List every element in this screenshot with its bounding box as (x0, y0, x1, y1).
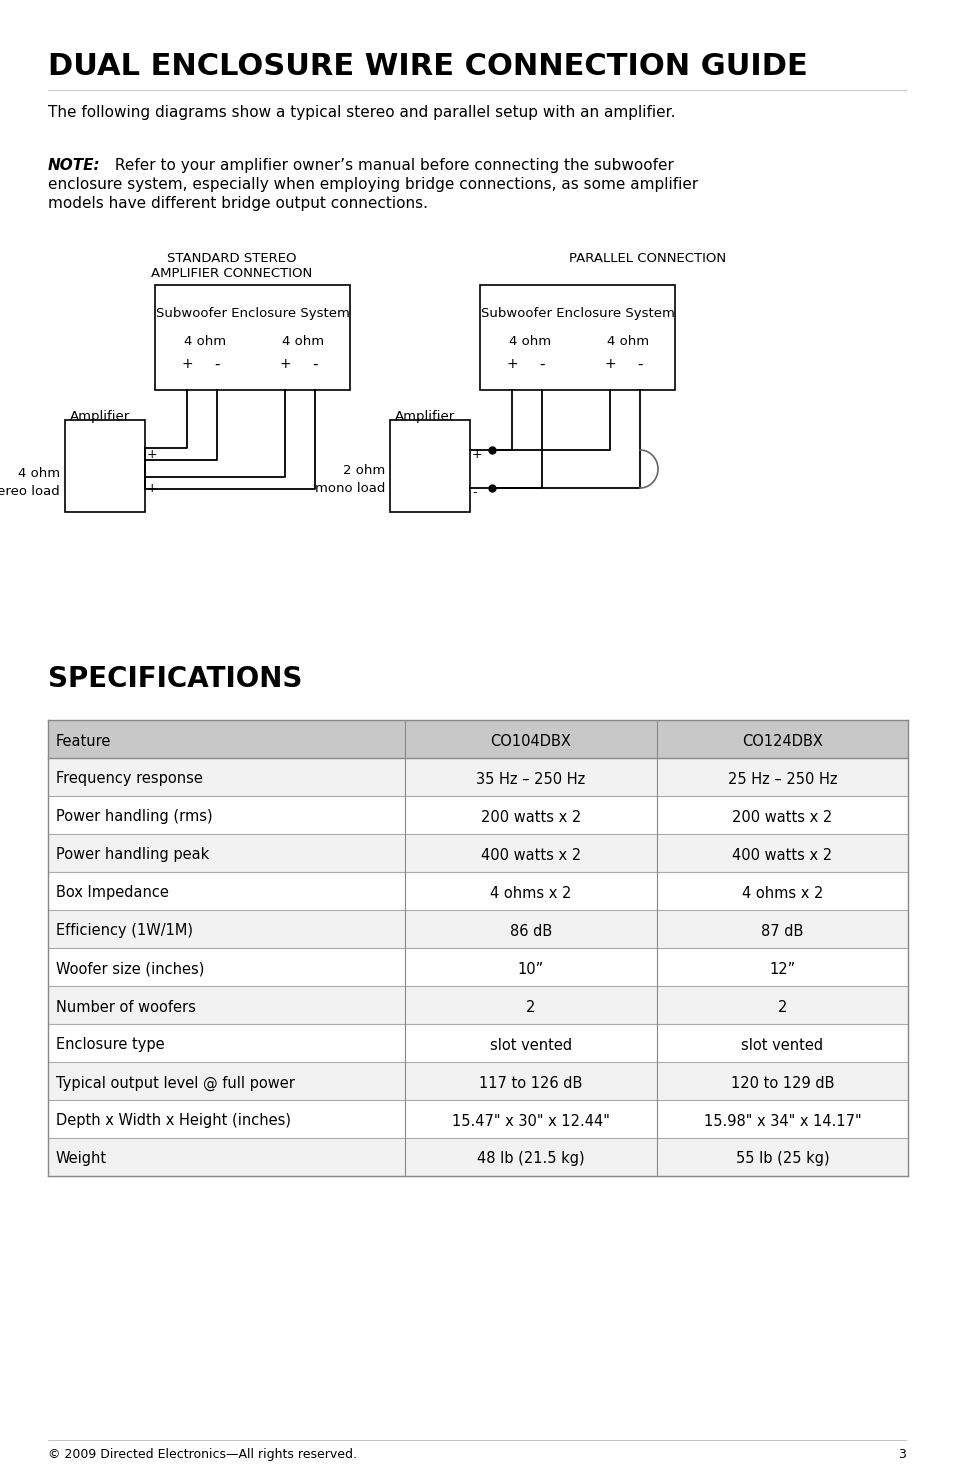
Text: 400 watts x 2: 400 watts x 2 (480, 848, 580, 863)
Text: 86 dB: 86 dB (509, 923, 552, 938)
Bar (48, 833, 907, 872)
Text: +: + (472, 448, 482, 462)
Text: Box Impedance: Box Impedance (56, 885, 169, 901)
Text: Subwoofer Enclosure System: Subwoofer Enclosure System (480, 307, 674, 320)
Bar (48, 1139, 907, 1176)
Bar (65, 420, 145, 512)
Text: Frequency response: Frequency response (56, 771, 203, 786)
Text: NOTE:: NOTE: (48, 158, 100, 173)
Text: 15.98" x 34" x 14.17": 15.98" x 34" x 14.17" (703, 1114, 861, 1128)
Bar (48, 796, 907, 833)
Text: Number of woofers: Number of woofers (56, 1000, 195, 1015)
Text: Amplifier: Amplifier (70, 410, 131, 423)
Text: 117 to 126 dB: 117 to 126 dB (478, 1075, 582, 1090)
Text: +: + (147, 482, 157, 496)
Text: models have different bridge output connections.: models have different bridge output conn… (48, 196, 428, 211)
Text: 4 ohm: 4 ohm (282, 335, 324, 348)
Text: -: - (214, 357, 219, 372)
Text: Typical output level @ full power: Typical output level @ full power (56, 1075, 294, 1090)
Text: 48 lb (21.5 kg): 48 lb (21.5 kg) (476, 1152, 584, 1167)
Text: -: - (637, 357, 642, 372)
Text: +: + (279, 357, 291, 372)
Text: © 2009 Directed Electronics—All rights reserved.: © 2009 Directed Electronics—All rights r… (48, 1448, 356, 1462)
Text: -: - (312, 357, 317, 372)
Text: Enclosure type: Enclosure type (56, 1037, 165, 1053)
Text: 200 watts x 2: 200 watts x 2 (480, 810, 580, 825)
Text: 4 ohm: 4 ohm (508, 335, 551, 348)
Text: enclosure system, especially when employing bridge connections, as some amplifie: enclosure system, especially when employ… (48, 177, 698, 192)
Text: SPECIFICATIONS: SPECIFICATIONS (48, 665, 302, 693)
Text: 87 dB: 87 dB (760, 923, 802, 938)
Text: Subwoofer Enclosure System: Subwoofer Enclosure System (155, 307, 349, 320)
Text: 120 to 129 dB: 120 to 129 dB (730, 1075, 833, 1090)
Text: AMPLIFIER CONNECTION: AMPLIFIER CONNECTION (152, 267, 313, 280)
Bar (479, 285, 675, 389)
Text: 25 Hz – 250 Hz: 25 Hz – 250 Hz (727, 771, 837, 786)
Bar (154, 285, 350, 389)
Bar (48, 758, 907, 796)
Bar (48, 985, 907, 1024)
Bar (48, 1024, 907, 1062)
Bar (48, 1062, 907, 1100)
Text: mono load: mono load (314, 482, 385, 496)
Text: Depth x Width x Height (inches): Depth x Width x Height (inches) (56, 1114, 291, 1128)
Text: slot vented: slot vented (740, 1037, 822, 1053)
Text: 400 watts x 2: 400 watts x 2 (732, 848, 832, 863)
Text: The following diagrams show a typical stereo and parallel setup with an amplifie: The following diagrams show a typical st… (48, 105, 675, 119)
Text: +: + (181, 357, 193, 372)
Bar (390, 420, 470, 512)
Text: CO124DBX: CO124DBX (741, 733, 822, 748)
Text: 2 ohm: 2 ohm (342, 465, 385, 476)
Text: DUAL ENCLOSURE WIRE CONNECTION GUIDE: DUAL ENCLOSURE WIRE CONNECTION GUIDE (48, 52, 807, 81)
Text: 10”: 10” (517, 962, 543, 976)
Text: +: + (147, 448, 157, 462)
Text: 35 Hz – 250 Hz: 35 Hz – 250 Hz (476, 771, 585, 786)
Bar (48, 872, 907, 910)
Text: 2: 2 (526, 1000, 535, 1015)
Text: 4 ohm: 4 ohm (606, 335, 648, 348)
Text: Power handling peak: Power handling peak (56, 848, 209, 863)
Text: Amplifier: Amplifier (395, 410, 455, 423)
Text: 55 lb (25 kg): 55 lb (25 kg) (735, 1152, 828, 1167)
Text: Refer to your amplifier owner’s manual before connecting the subwoofer: Refer to your amplifier owner’s manual b… (110, 158, 673, 173)
Text: 2: 2 (777, 1000, 786, 1015)
Text: +: + (506, 357, 517, 372)
Text: 12”: 12” (768, 962, 795, 976)
Text: 4 ohm: 4 ohm (184, 335, 226, 348)
Text: Power handling (rms): Power handling (rms) (56, 810, 213, 825)
Text: Feature: Feature (56, 733, 112, 748)
Bar (48, 910, 907, 948)
Text: slot vented: slot vented (489, 1037, 572, 1053)
Text: Weight: Weight (56, 1152, 107, 1167)
Bar (48, 1100, 907, 1139)
Bar (48, 720, 907, 758)
Text: -: - (538, 357, 544, 372)
Text: STANDARD STEREO: STANDARD STEREO (167, 252, 296, 266)
Text: PARALLEL CONNECTION: PARALLEL CONNECTION (569, 252, 726, 266)
Text: 4 ohm: 4 ohm (18, 468, 60, 479)
Text: +: + (603, 357, 616, 372)
Bar (48, 948, 907, 985)
Text: Efficiency (1W/1M): Efficiency (1W/1M) (56, 923, 193, 938)
Text: stereo load: stereo load (0, 485, 60, 499)
Text: Woofer size (inches): Woofer size (inches) (56, 962, 204, 976)
Text: -: - (472, 485, 476, 499)
Text: 15.47" x 30" x 12.44": 15.47" x 30" x 12.44" (452, 1114, 609, 1128)
Text: 3: 3 (897, 1448, 905, 1462)
Text: 4 ohms x 2: 4 ohms x 2 (741, 885, 822, 901)
Text: 200 watts x 2: 200 watts x 2 (732, 810, 832, 825)
Text: 4 ohms x 2: 4 ohms x 2 (490, 885, 571, 901)
Text: CO104DBX: CO104DBX (490, 733, 571, 748)
